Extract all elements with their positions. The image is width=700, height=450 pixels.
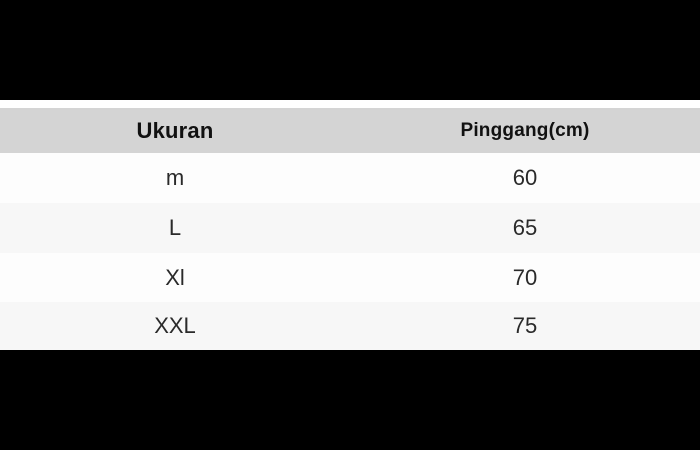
waist-cell: 70 (512, 264, 538, 290)
waist-cell: 60 (512, 165, 538, 190)
table-row-xxl: XXL 75 (0, 302, 700, 350)
size-cell: L (168, 215, 182, 240)
table-row-m: m 60 (0, 153, 700, 203)
size-chart-area: Ukuran Pinggang(cm) m 60 L 65 Xl 70 XXL … (0, 100, 700, 350)
waist-cell: 65 (512, 215, 538, 240)
table-header-row: Ukuran Pinggang(cm) (0, 108, 700, 153)
size-chart-table: Ukuran Pinggang(cm) m 60 L 65 Xl 70 XXL … (0, 108, 700, 350)
size-cell: m (165, 165, 185, 190)
table-row-l: L 65 (0, 203, 700, 253)
header-cell-pinggang: Pinggang(cm) (460, 119, 590, 141)
size-cell: Xl (165, 264, 185, 290)
waist-cell: 75 (512, 313, 538, 338)
header-top-gap (0, 100, 700, 108)
size-cell: XXL (154, 313, 196, 338)
letterbox-bottom (0, 350, 700, 450)
header-cell-ukuran: Ukuran (136, 117, 214, 143)
letterbox-top (0, 0, 700, 100)
table-row-xl: Xl 70 (0, 253, 700, 302)
